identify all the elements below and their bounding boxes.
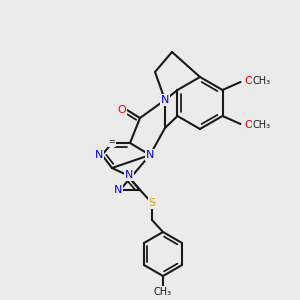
Text: CH₃: CH₃ bbox=[154, 287, 172, 297]
Text: =: = bbox=[109, 137, 116, 146]
Text: N: N bbox=[146, 150, 154, 160]
Text: N: N bbox=[125, 170, 133, 180]
Text: N: N bbox=[161, 95, 169, 105]
Text: O: O bbox=[244, 76, 253, 86]
Text: CH₃: CH₃ bbox=[253, 76, 271, 86]
Text: S: S bbox=[148, 198, 156, 208]
Text: O: O bbox=[118, 105, 126, 115]
Text: N: N bbox=[114, 185, 122, 195]
Text: CH₃: CH₃ bbox=[253, 120, 271, 130]
Text: O: O bbox=[244, 120, 253, 130]
Text: N: N bbox=[95, 150, 103, 160]
